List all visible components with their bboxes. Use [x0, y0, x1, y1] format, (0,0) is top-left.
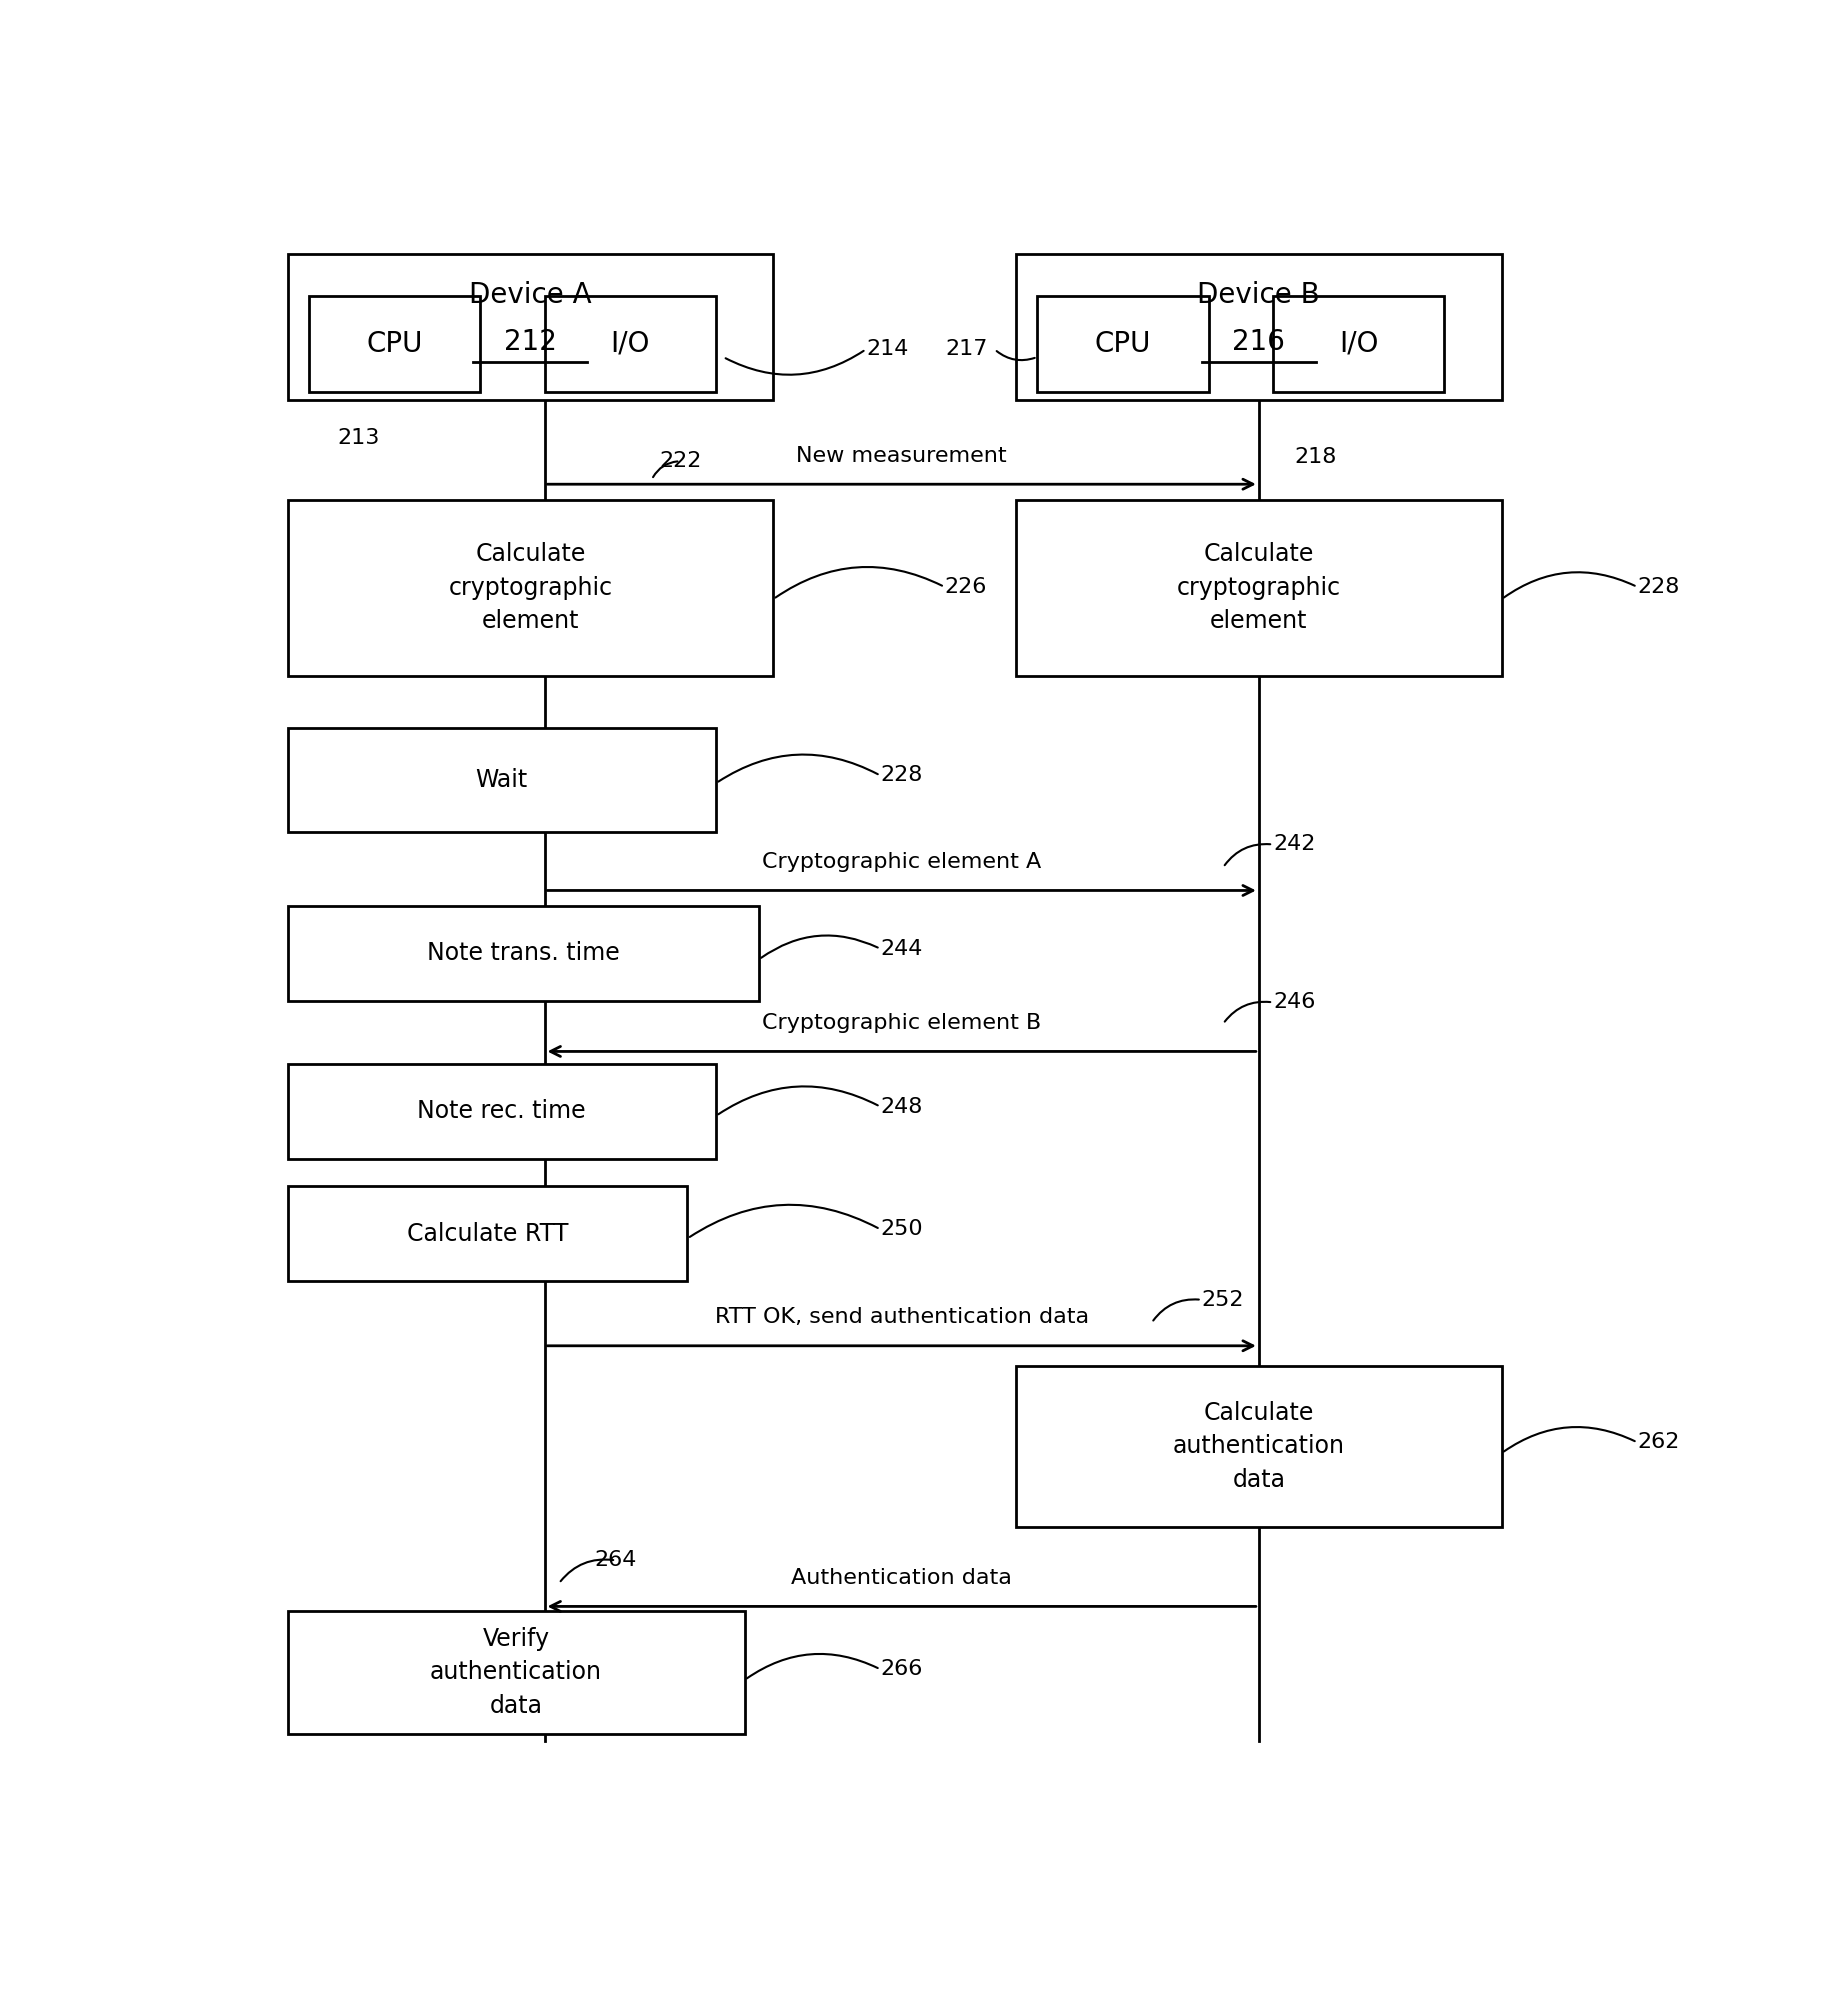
Text: New measurement: New measurement [796, 446, 1006, 466]
Text: 228: 228 [1637, 577, 1679, 597]
Text: Note rec. time: Note rec. time [418, 1099, 586, 1123]
Text: 216: 216 [1233, 329, 1285, 356]
Text: 248: 248 [881, 1097, 923, 1117]
Text: RTT OK, send authentication data: RTT OK, send authentication data [715, 1308, 1089, 1328]
Text: Verify
authentication
data: Verify authentication data [429, 1627, 603, 1718]
Text: Cryptographic element B: Cryptographic element B [761, 1013, 1041, 1033]
Text: 214: 214 [866, 338, 909, 358]
Text: 266: 266 [881, 1659, 923, 1678]
Text: Device B: Device B [1198, 281, 1320, 309]
Bar [288, 906, 759, 1001]
Text: Device A: Device A [468, 281, 592, 309]
Text: 264: 264 [595, 1551, 638, 1571]
Text: I/O: I/O [610, 331, 651, 358]
Text: 228: 228 [881, 765, 923, 786]
Bar [288, 1187, 687, 1282]
Text: CPU: CPU [367, 331, 422, 358]
Text: 250: 250 [881, 1218, 923, 1238]
Bar [1015, 255, 1502, 400]
Bar [288, 1611, 745, 1734]
Text: Calculate RTT: Calculate RTT [407, 1222, 568, 1246]
Text: 212: 212 [503, 329, 557, 356]
Text: CPU: CPU [1095, 331, 1152, 358]
Bar [288, 255, 774, 400]
Text: Authentication data: Authentication data [791, 1569, 1012, 1589]
Bar [1274, 295, 1445, 392]
Text: Note trans. time: Note trans. time [428, 942, 619, 966]
Text: Wait: Wait [475, 769, 527, 792]
Text: 252: 252 [1202, 1290, 1244, 1310]
Text: 246: 246 [1274, 992, 1316, 1011]
Text: Calculate
authentication
data: Calculate authentication data [1172, 1402, 1345, 1491]
Text: 213: 213 [337, 428, 380, 448]
Text: 222: 222 [660, 452, 702, 472]
Bar [1015, 500, 1502, 675]
Text: 262: 262 [1637, 1432, 1679, 1451]
Text: 244: 244 [881, 938, 923, 960]
Bar [1038, 295, 1209, 392]
Text: Calculate
cryptographic
element: Calculate cryptographic element [448, 542, 612, 633]
Text: 242: 242 [1274, 834, 1316, 854]
Text: Calculate
cryptographic
element: Calculate cryptographic element [1176, 542, 1342, 633]
Text: I/O: I/O [1340, 331, 1379, 358]
Bar [288, 729, 715, 832]
Text: Cryptographic element A: Cryptographic element A [761, 852, 1041, 872]
Bar [288, 500, 774, 675]
Bar [288, 1063, 715, 1159]
Bar [310, 295, 481, 392]
Text: 217: 217 [945, 338, 988, 358]
Bar [546, 295, 717, 392]
Text: 226: 226 [945, 577, 986, 597]
Text: 218: 218 [1296, 446, 1336, 466]
Bar [1015, 1366, 1502, 1527]
